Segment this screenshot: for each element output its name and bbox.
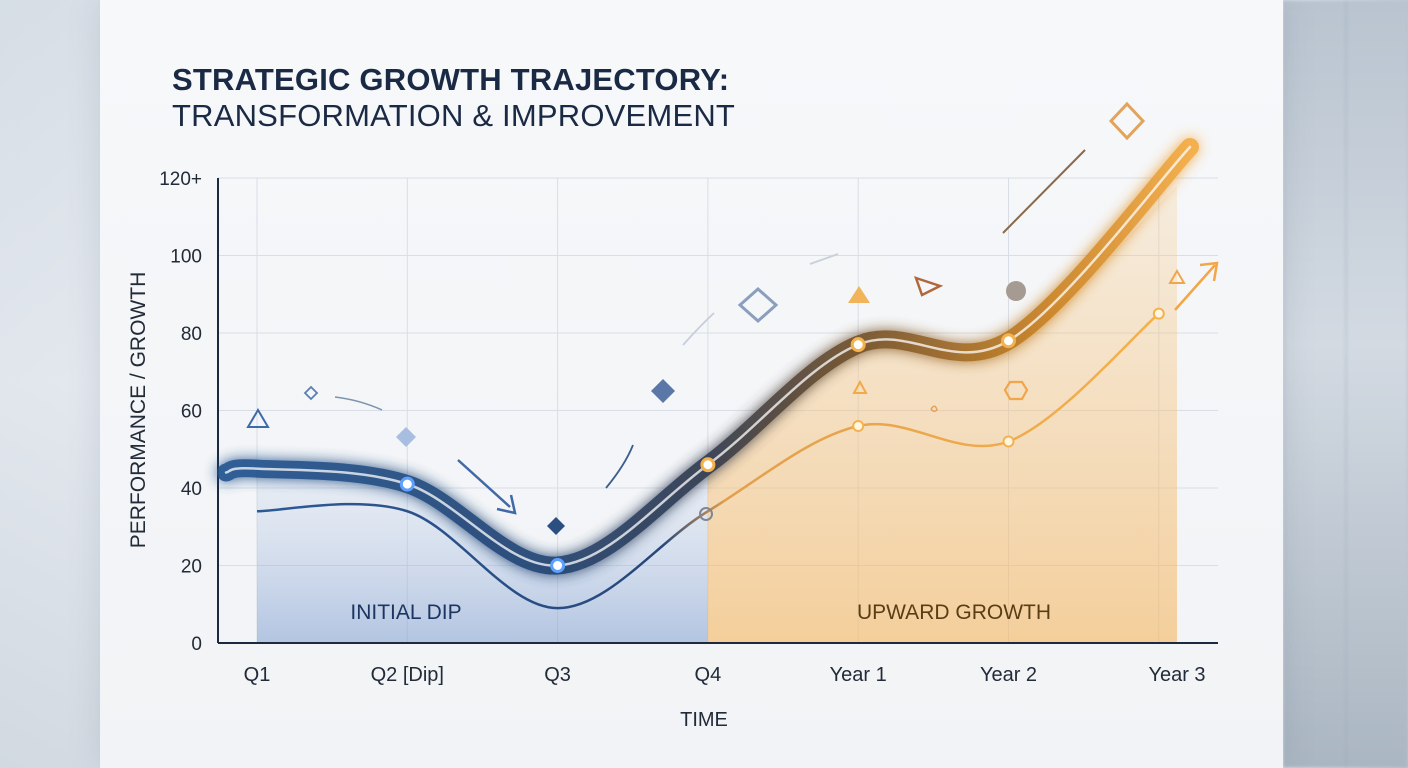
x-tick-label: Year 3: [1148, 664, 1205, 686]
x-tick-labels: Q1 Q2 [Dip] Q3 Q4 Year 1 Year 2 Year 3: [244, 664, 1206, 686]
chart-title: STRATEGIC GROWTH TRAJECTORY: TRANSFORMAT…: [172, 62, 735, 134]
y-axis-label: PERFORMANCE / GROWTH: [127, 272, 150, 549]
triangle-icon: [246, 408, 270, 428]
x-tick-label: Q2 [Dip]: [371, 664, 444, 686]
series-1-point: [550, 558, 566, 573]
series-2-point: [1152, 307, 1165, 320]
arrow-icon: [1174, 261, 1219, 311]
background-left: [0, 0, 100, 768]
x-tick-label: Q3: [544, 664, 571, 686]
series-1-point: [700, 457, 716, 473]
diamond-icon: [303, 385, 319, 401]
series-layer: [217, 138, 1199, 610]
y-tick-label: 40: [181, 479, 202, 500]
region-labels: INITIAL DIP UPWARD GROWTH: [350, 601, 1051, 624]
series-2-point: [852, 420, 865, 432]
series-1-point: [850, 337, 866, 353]
triangle-icon: [913, 276, 944, 297]
x-axis-label: TIME: [680, 709, 728, 731]
dash-decor: [682, 312, 715, 346]
y-tick-label: 80: [181, 324, 202, 345]
triangle-icon: [848, 286, 870, 303]
y-tick-label: 20: [181, 557, 202, 578]
chart-title-line2: TRANSFORMATION & IMPROVEMENT: [172, 98, 736, 133]
circle-icon: [699, 507, 713, 521]
region-upward-growth: [707, 185, 1177, 643]
y-tick-label: 0: [191, 634, 202, 655]
dash-decor: [809, 253, 839, 265]
diamond-icon: [547, 517, 565, 535]
series-2-point: [1002, 435, 1015, 448]
dash-decor: [334, 396, 383, 411]
diamond-icon: [396, 427, 416, 447]
y-tick-label: 120+: [159, 169, 202, 190]
hexagon-icon: [1003, 380, 1029, 401]
decorations: [246, 101, 1219, 535]
diamond-icon: [1108, 101, 1146, 141]
triangle-icon: [1168, 269, 1186, 284]
series-1-point: [399, 476, 415, 492]
dash-decor: [605, 444, 634, 489]
circle-icon: [1006, 281, 1026, 301]
region-label-initial-dip: INITIAL DIP: [350, 601, 461, 624]
y-tick-labels: 0 20 40 60 80 100 120+: [159, 169, 202, 655]
x-tick-label: Q4: [695, 664, 722, 686]
triangle-icon: [852, 379, 868, 394]
arrow-icon: [457, 459, 517, 515]
region-label-upward-growth: UPWARD GROWTH: [857, 601, 1051, 624]
regions: [257, 185, 1177, 643]
diamond-icon: [737, 286, 779, 324]
x-tick-label: Year 2: [980, 664, 1037, 686]
region-initial-dip: [257, 464, 708, 643]
x-tick-label: Year 1: [830, 664, 887, 686]
dash-decor: [1002, 149, 1086, 234]
diamond-icon: [651, 379, 675, 403]
background-right-window: [1283, 0, 1408, 768]
small-decor: [930, 405, 938, 413]
chart-title-line1: STRATEGIC GROWTH TRAJECTORY:: [172, 62, 730, 97]
series-1-point: [1001, 333, 1016, 349]
y-tick-label: 100: [170, 247, 202, 268]
x-tick-label: Q1: [244, 664, 271, 686]
y-tick-label: 60: [181, 402, 202, 423]
